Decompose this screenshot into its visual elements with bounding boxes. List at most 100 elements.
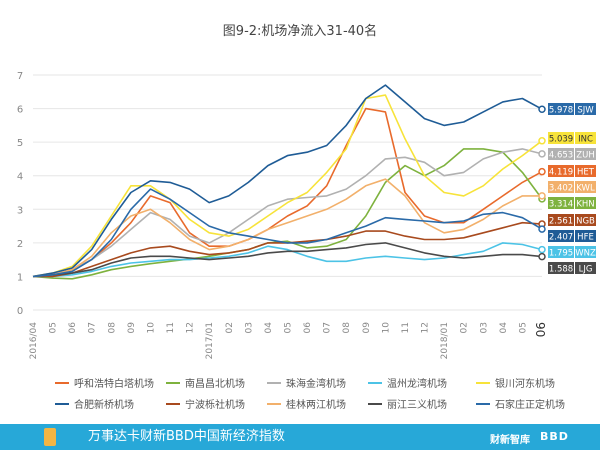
x-tick-label-6: 10 <box>146 322 156 334</box>
end-label-code-KWL: KWL <box>576 184 595 194</box>
end-label-value-box-KHN <box>548 197 574 209</box>
end-label-code-WNZ: WNZ <box>575 249 596 259</box>
end-label-code-box-KWL <box>575 181 596 193</box>
end-label-value-box-WNZ <box>548 246 574 258</box>
y-tick-label-6: 6 <box>17 105 23 116</box>
end-label-value-box-HET <box>548 165 574 177</box>
end-label-code-box-ZUH <box>575 148 596 160</box>
end-label-value-box-HFE <box>548 230 574 242</box>
x-tick-label-22: 02 <box>460 322 470 333</box>
end-label-code-NGB: NGB <box>576 217 595 227</box>
end-label-code-box-HET <box>575 165 596 177</box>
x-tick-label-9: 2017/01 <box>205 322 215 359</box>
end-label-value-box-INC <box>548 132 574 144</box>
series-endpoint-ZUH <box>538 150 546 158</box>
end-label-value-box-LJG <box>548 262 574 274</box>
series-endpoint-KWL <box>538 192 546 200</box>
brand-bbd-logo: BBD <box>540 430 569 443</box>
end-label-value-box-ZUH <box>548 148 574 160</box>
y-tick-labels: 0 1 2 3 4 5 6 7 <box>17 71 23 317</box>
series-endpoint-LJG <box>538 252 546 261</box>
series-endpoint-INC <box>538 137 546 145</box>
legend-label-5: 合肥新桥机场 <box>74 398 134 411</box>
series-line-INC <box>32 94 543 278</box>
end-label-value-box-KWL <box>548 181 574 193</box>
series-endpoint-HFE <box>538 105 546 113</box>
end-label-value-box-NGB <box>548 214 574 226</box>
series-line-KHN <box>32 148 543 280</box>
end-label-value-WNZ: 1.795 <box>549 249 573 259</box>
series-endpoint-HHT <box>538 167 546 176</box>
end-label-value-NGB: 2.561 <box>549 217 573 227</box>
end-label-code-HFE: HFE <box>577 233 594 243</box>
x-tick-label-0: 2016/04 <box>29 322 39 360</box>
card-logo-icon <box>44 428 56 446</box>
x-tick-label-5: 09 <box>127 322 137 334</box>
end-label-value-SJW: 5.978 <box>549 106 573 116</box>
x-tick-label-24: 04 <box>499 322 509 334</box>
footer-bar: 万事达卡财新BBD中国新经济指数 财新智库 BBD <box>0 424 600 450</box>
end-label-code-box-KHN <box>575 197 596 209</box>
series-line-SJW <box>32 188 543 278</box>
x-tick-label-2: 06 <box>68 322 78 334</box>
y-tick-label-3: 3 <box>17 205 23 216</box>
end-label-code-box-HFE <box>575 230 596 242</box>
legend-label-3: 温州龙湾机场 <box>387 377 447 390</box>
end-label-code-KHN: KHN <box>576 200 594 210</box>
end-label-code-box-NGB <box>575 214 596 226</box>
end-label-code-ZUH: ZUH <box>576 151 594 161</box>
x-tick-label-14: 06 <box>303 322 313 334</box>
series-line-WNZ <box>33 242 543 278</box>
x-tick-label-17: 09 <box>362 322 372 334</box>
end-label-value-LJG: 1.588 <box>549 265 573 275</box>
series-line-HFE <box>32 84 543 278</box>
x-tick-label-25: 05 <box>518 322 528 333</box>
y-tick-label-1: 1 <box>17 272 23 283</box>
x-tick-label-4: 08 <box>107 322 117 334</box>
legend-label-8: 丽江三义机场 <box>387 398 447 411</box>
x-tick-label-3: 07 <box>88 322 98 333</box>
end-label-code-box-INC <box>575 132 596 144</box>
x-tick-label-16: 08 <box>342 322 352 334</box>
x-tick-label-18: 10 <box>381 322 391 334</box>
brand-caixin-logo: 财新智库 <box>490 435 530 446</box>
x-tick-label-10: 02 <box>225 322 235 333</box>
legend-label-6: 宁波栎社机场 <box>185 398 245 411</box>
x-tick-label-8: 12 <box>186 322 196 333</box>
legend-label-0: 呼和浩特白塔机场 <box>74 377 154 390</box>
x-tick-label-26: 06 <box>534 322 548 337</box>
end-label-code-HET: HET <box>577 168 595 178</box>
y-tick-label-2: 2 <box>17 239 23 250</box>
end-label-value-box-SJW <box>548 103 574 115</box>
x-tick-label-21: 2018/01 <box>440 322 450 359</box>
end-label-value-ZUH: 4.653 <box>549 151 573 161</box>
x-tick-label-23: 03 <box>479 322 489 333</box>
chart-title: 图9-2:机场净流入31-40名 <box>223 23 377 39</box>
legend-label-4: 银川河东机场 <box>495 377 555 390</box>
series-endpoint-WNZ <box>538 245 546 254</box>
x-tick-labels: 2016/04 05 06 07 08 09 10 11 12 2017/01 02 03 04 05 06… <box>29 322 548 360</box>
y-tick-label-7: 7 <box>17 71 23 82</box>
series-line-HHT <box>32 107 543 278</box>
series-line-LJG <box>32 242 543 278</box>
series-line-ZUH <box>32 148 543 278</box>
x-tick-label-15: 07 <box>323 322 333 333</box>
legend-label-9: 石家庄正定机场 <box>495 398 565 411</box>
end-label-value-HET: 4.119 <box>549 168 573 178</box>
x-tick-label-19: 11 <box>401 322 411 333</box>
x-tick-label-11: 03 <box>244 322 254 333</box>
end-label-value-KHN: 3.314 <box>549 200 573 210</box>
legend-label-1: 南昌昌北机场 <box>185 377 245 390</box>
x-tick-label-12: 04 <box>264 322 274 334</box>
end-label-code-LJG: LJG <box>579 265 593 275</box>
series-line-KWL <box>32 178 542 278</box>
legend-label-7: 桂林两江机场 <box>286 398 346 411</box>
end-label-code-box-WNZ <box>575 246 596 258</box>
series-lines <box>32 84 546 280</box>
grid <box>33 74 542 311</box>
footer-title: 万事达卡财新BBD中国新经济指数 <box>88 429 285 444</box>
x-tick-label-13: 05 <box>284 322 294 333</box>
